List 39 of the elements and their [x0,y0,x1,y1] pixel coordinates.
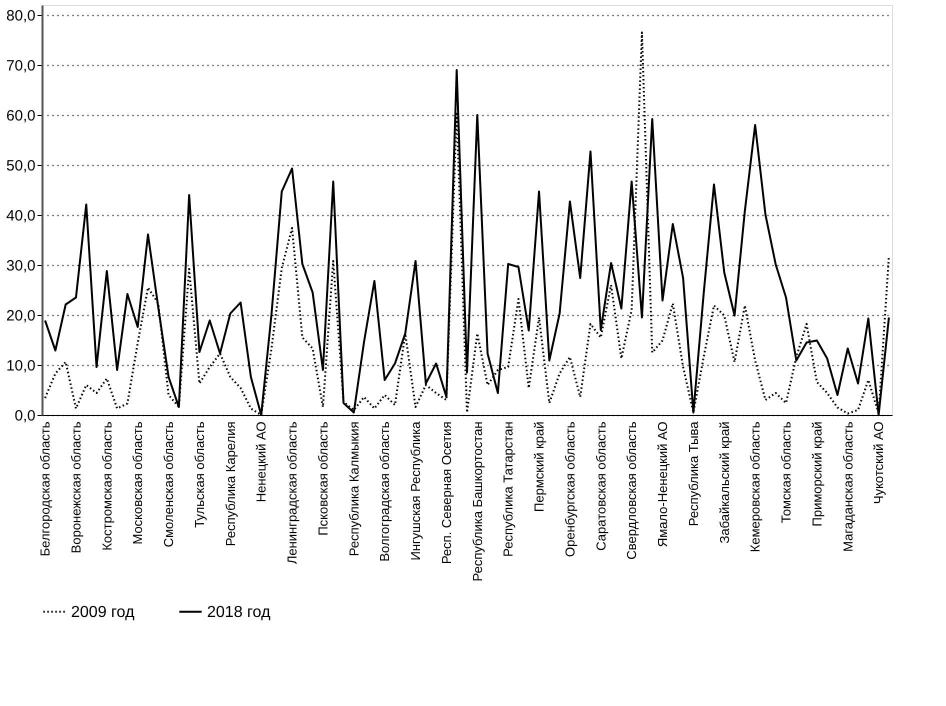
x-tick-label: Забайкальский край [716,422,732,544]
y-tick-label: 10,0 [6,358,36,374]
x-tick-label: Воронежская область [68,421,84,554]
legend-label: 2018 год [207,604,272,621]
y-tick-label: 50,0 [6,158,36,174]
x-tick-label: Белгородская область [38,421,53,556]
x-tick-label: Чукотский АО [871,422,886,504]
x-tick-label: Пермский край [532,422,547,512]
x-tick-label: Респ. Северная Осетия [438,422,454,564]
x-tick-label: Псковская область [315,421,330,536]
x-tick-label: Смоленская область [161,421,176,548]
x-tick-label: Республика Татарстан [500,422,516,557]
x-tick-label: Ямало-Ненецкий АО [655,422,670,548]
x-tick-label: Волгоградская область [377,421,392,562]
y-tick-label: 30,0 [6,258,36,274]
x-tick-label: Республика Башкортостан [470,422,485,582]
y-tick-label: 20,0 [6,308,36,324]
y-tick-label: 70,0 [6,58,36,74]
legend-label: 2009 год [71,604,136,621]
y-tick-label: 40,0 [6,208,36,224]
x-tick-label: Тульская область [192,421,207,528]
x-tick-label: Республика Калмыкия [346,422,362,556]
x-tick-label: Московская область [130,421,146,545]
x-tick-label: Ингушская Республика [408,420,424,560]
x-tick-label: Магаданская область [840,421,856,552]
x-tick-label: Республика Тыва [686,420,701,526]
y-tick-label: 60,0 [6,108,36,124]
x-tick-label: Томская область [778,421,794,524]
x-tick-label: Оренбургская область [562,421,578,557]
x-tick-label: Ненецкий АО [254,422,269,502]
y-tick-label: 80,0 [6,8,36,24]
y-tick-label: 0,0 [14,408,36,424]
x-tick-label: Республика Карелия [222,422,238,546]
x-tick-label: Приморский край [809,422,824,526]
x-tick-label: Кемеровская область [748,421,763,552]
x-tick-label: Свердловская область [624,421,640,560]
x-tick-label: Костромская область [99,421,114,551]
x-tick-label: Ленинградская область [284,421,300,564]
x-tick-label: Саратовская область [593,421,608,551]
